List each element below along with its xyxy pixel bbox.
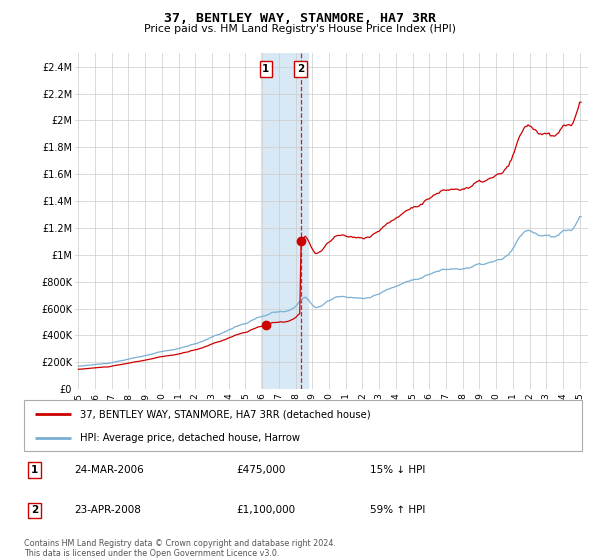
Bar	[261, 53, 308, 389]
Text: 2: 2	[31, 506, 38, 515]
Text: Price paid vs. HM Land Registry's House Price Index (HPI): Price paid vs. HM Land Registry's House …	[144, 24, 456, 34]
Text: 59% ↑ HPI: 59% ↑ HPI	[370, 506, 425, 515]
Text: 15% ↓ HPI: 15% ↓ HPI	[370, 465, 425, 475]
Text: £1,100,000: £1,100,000	[236, 506, 295, 515]
Text: £475,000: £475,000	[236, 465, 286, 475]
Text: 24-MAR-2006: 24-MAR-2006	[74, 465, 144, 475]
Text: 2: 2	[297, 64, 304, 74]
Text: 1: 1	[262, 64, 269, 74]
Text: Contains HM Land Registry data © Crown copyright and database right 2024.
This d: Contains HM Land Registry data © Crown c…	[24, 539, 336, 558]
Text: 37, BENTLEY WAY, STANMORE, HA7 3RR: 37, BENTLEY WAY, STANMORE, HA7 3RR	[164, 12, 436, 25]
Text: HPI: Average price, detached house, Harrow: HPI: Average price, detached house, Harr…	[80, 433, 300, 443]
Text: 37, BENTLEY WAY, STANMORE, HA7 3RR (detached house): 37, BENTLEY WAY, STANMORE, HA7 3RR (deta…	[80, 409, 370, 419]
Text: 23-APR-2008: 23-APR-2008	[74, 506, 141, 515]
Text: 1: 1	[31, 465, 38, 475]
